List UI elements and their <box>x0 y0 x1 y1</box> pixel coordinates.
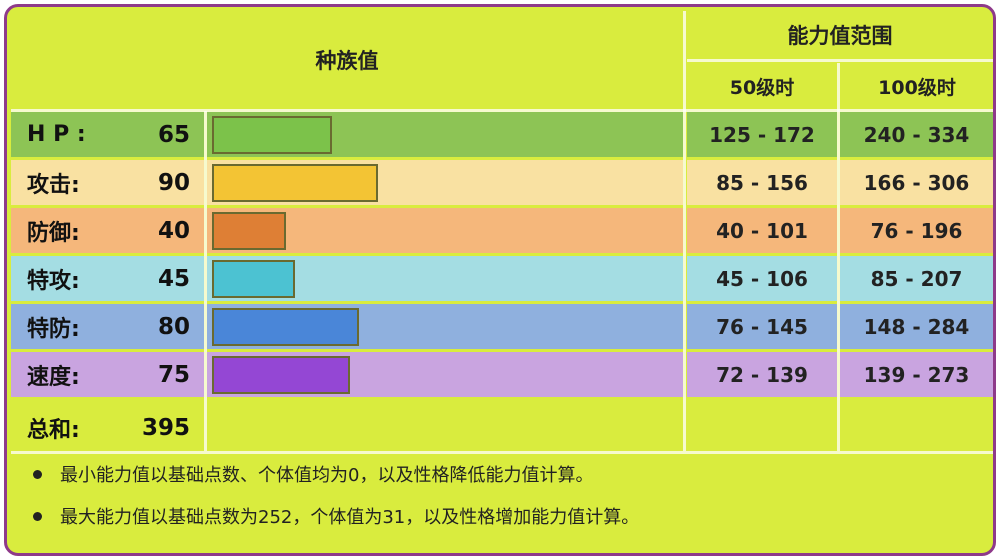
stat-value: 45 <box>157 265 190 292</box>
total-label-cell: 总和: 395 <box>11 405 204 451</box>
note-min: 最小能力值以基础点数、个体值均为0，以及性格降低能力值计算。 <box>11 453 993 495</box>
range-lv100: 76 - 196 <box>840 208 993 253</box>
note-min-text: 最小能力值以基础点数、个体值均为0，以及性格降低能力值计算。 <box>60 465 594 486</box>
lv50-header: 50级时 <box>729 76 795 99</box>
stat-bar-cell <box>207 208 683 253</box>
stat-label: H P : <box>27 122 86 147</box>
note-max: 最大能力值以基础点数为252，个体值为31，以及性格增加能力值计算。 <box>11 495 993 537</box>
stat-label: 速度: <box>27 364 80 390</box>
stat-bar-cell <box>207 304 683 349</box>
note-max-text: 最大能力值以基础点数为252，个体值为31，以及性格增加能力值计算。 <box>60 507 640 528</box>
stats-table: 种族值 能力值范围 50级时 100级时 H P : 65 125 - 172 240… <box>4 4 996 556</box>
stat-bar-cell <box>207 352 683 397</box>
range-lv50: 125 - 172 <box>687 112 837 157</box>
lv100-header: 100级时 <box>878 76 956 99</box>
stat-label: 特攻: <box>27 268 80 294</box>
range-lv100: 166 - 306 <box>840 160 993 205</box>
range-lv100: 85 - 207 <box>840 256 993 301</box>
stat-bar-cell <box>207 112 683 157</box>
range-lv100: 240 - 334 <box>840 112 993 157</box>
total-label: 总和: <box>27 418 80 443</box>
range-lv50: 40 - 101 <box>687 208 837 253</box>
range-lv50: 76 - 145 <box>687 304 837 349</box>
stat-label-cell: 速度: 75 <box>11 352 204 397</box>
stat-bar <box>212 259 295 298</box>
stat-value: 80 <box>157 313 190 340</box>
range-lv100: 148 - 284 <box>840 304 993 349</box>
stat-label-cell: 攻击: 90 <box>11 160 204 205</box>
stat-value: 90 <box>157 169 190 196</box>
stat-bar <box>212 115 332 154</box>
range-lv50: 85 - 156 <box>687 160 837 205</box>
total-value: 395 <box>141 415 190 441</box>
stat-bar <box>212 307 359 346</box>
stat-label-cell: 特防: 80 <box>11 304 204 349</box>
stat-label-cell: H P : 65 <box>11 112 204 157</box>
range-lv50: 45 - 106 <box>687 256 837 301</box>
stat-label: 攻击: <box>27 172 80 198</box>
range-lv50: 72 - 139 <box>687 352 837 397</box>
stat-bar-cell <box>207 256 683 301</box>
stat-label: 特防: <box>27 316 80 342</box>
stat-bar <box>212 163 378 202</box>
stat-value: 40 <box>157 217 190 244</box>
stat-value: 65 <box>157 121 190 148</box>
stat-value: 75 <box>157 361 190 388</box>
stat-bar-cell <box>207 160 683 205</box>
bullet-icon <box>33 469 42 479</box>
stat-bar <box>212 355 350 394</box>
stat-label-cell: 特攻: 45 <box>11 256 204 301</box>
stat-label: 防御: <box>27 220 80 246</box>
range-header: 能力值范围 <box>787 24 893 48</box>
notes-section: 最小能力值以基础点数、个体值均为0，以及性格降低能力值计算。 最大能力值以基础点… <box>11 453 993 549</box>
bullet-icon <box>33 511 42 521</box>
range-lv100: 139 - 273 <box>840 352 993 397</box>
species-header: 种族值 <box>315 49 379 73</box>
stat-bar <box>212 211 286 250</box>
stat-label-cell: 防御: 40 <box>11 208 204 253</box>
